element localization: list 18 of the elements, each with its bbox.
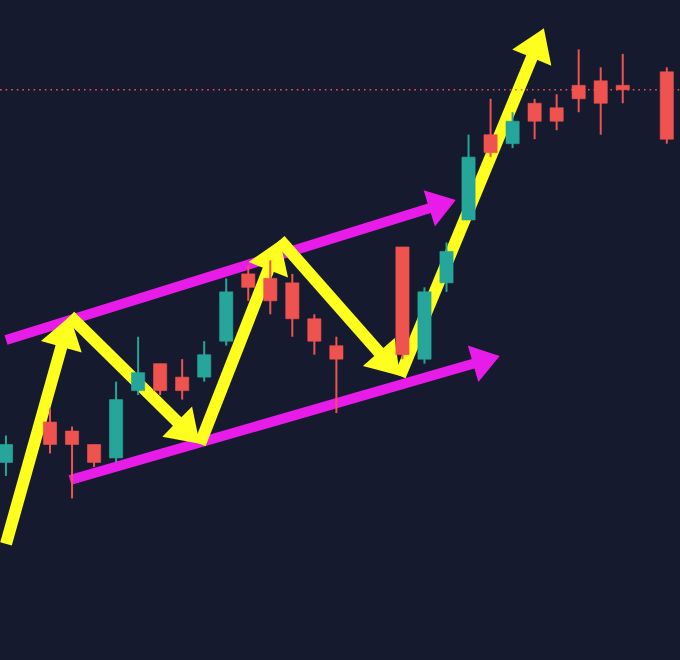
candlestick [549, 93, 564, 132]
candlestick [329, 335, 344, 415]
candlestick [263, 259, 278, 316]
candlestick [285, 272, 300, 338]
candlestick [483, 97, 498, 159]
candlestick [65, 425, 79, 500]
candlestick [175, 358, 190, 401]
candlestick [131, 335, 146, 397]
candlestick [153, 362, 168, 397]
candlestick [43, 407, 57, 455]
candlestick [439, 241, 454, 293]
candlestick [197, 340, 212, 383]
candlestick [307, 313, 322, 356]
candlestick [87, 443, 101, 468]
candlestick [505, 111, 520, 150]
candlestick [0, 434, 13, 477]
candlestick [527, 97, 542, 141]
candlestick [241, 263, 256, 302]
